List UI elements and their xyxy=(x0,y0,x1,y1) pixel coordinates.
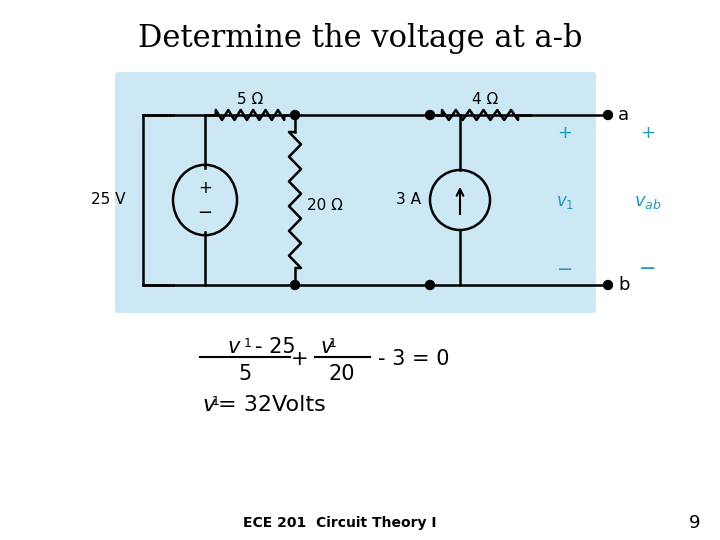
Text: −: − xyxy=(197,204,212,222)
Text: +: + xyxy=(198,179,212,197)
Circle shape xyxy=(603,111,613,119)
Text: 4 Ω: 4 Ω xyxy=(472,91,498,106)
Text: v: v xyxy=(320,337,333,357)
Circle shape xyxy=(290,280,300,289)
Text: 5 Ω: 5 Ω xyxy=(237,91,263,106)
Text: 20: 20 xyxy=(329,364,355,384)
Text: −: − xyxy=(557,260,573,279)
Circle shape xyxy=(426,111,434,119)
Text: 1: 1 xyxy=(329,337,337,350)
Text: 25 V: 25 V xyxy=(91,192,125,207)
Text: - 25: - 25 xyxy=(255,337,296,357)
Circle shape xyxy=(603,280,613,289)
Text: = 32Volts: = 32Volts xyxy=(218,395,325,415)
Text: b: b xyxy=(618,276,629,294)
Circle shape xyxy=(426,280,434,289)
FancyBboxPatch shape xyxy=(115,72,596,313)
Text: v: v xyxy=(202,395,215,415)
Text: 1: 1 xyxy=(212,395,220,408)
Text: v: v xyxy=(228,337,240,357)
Text: $v_{ab}$: $v_{ab}$ xyxy=(634,193,662,211)
Text: −: − xyxy=(639,259,657,279)
Text: a: a xyxy=(618,106,629,124)
Text: $v_1$: $v_1$ xyxy=(556,193,574,211)
Circle shape xyxy=(290,111,300,119)
Text: ECE 201  Circuit Theory I: ECE 201 Circuit Theory I xyxy=(243,516,437,530)
Text: 20 Ω: 20 Ω xyxy=(307,198,343,213)
Text: 5: 5 xyxy=(238,364,251,384)
Text: 1: 1 xyxy=(244,337,252,350)
Text: +: + xyxy=(557,124,572,142)
Text: Determine the voltage at a-b: Determine the voltage at a-b xyxy=(138,23,582,53)
Text: +: + xyxy=(641,124,655,142)
Text: - 3 = 0: - 3 = 0 xyxy=(378,349,449,369)
Text: +: + xyxy=(291,349,309,369)
Text: 9: 9 xyxy=(689,514,701,532)
Text: 3 A: 3 A xyxy=(395,192,420,207)
